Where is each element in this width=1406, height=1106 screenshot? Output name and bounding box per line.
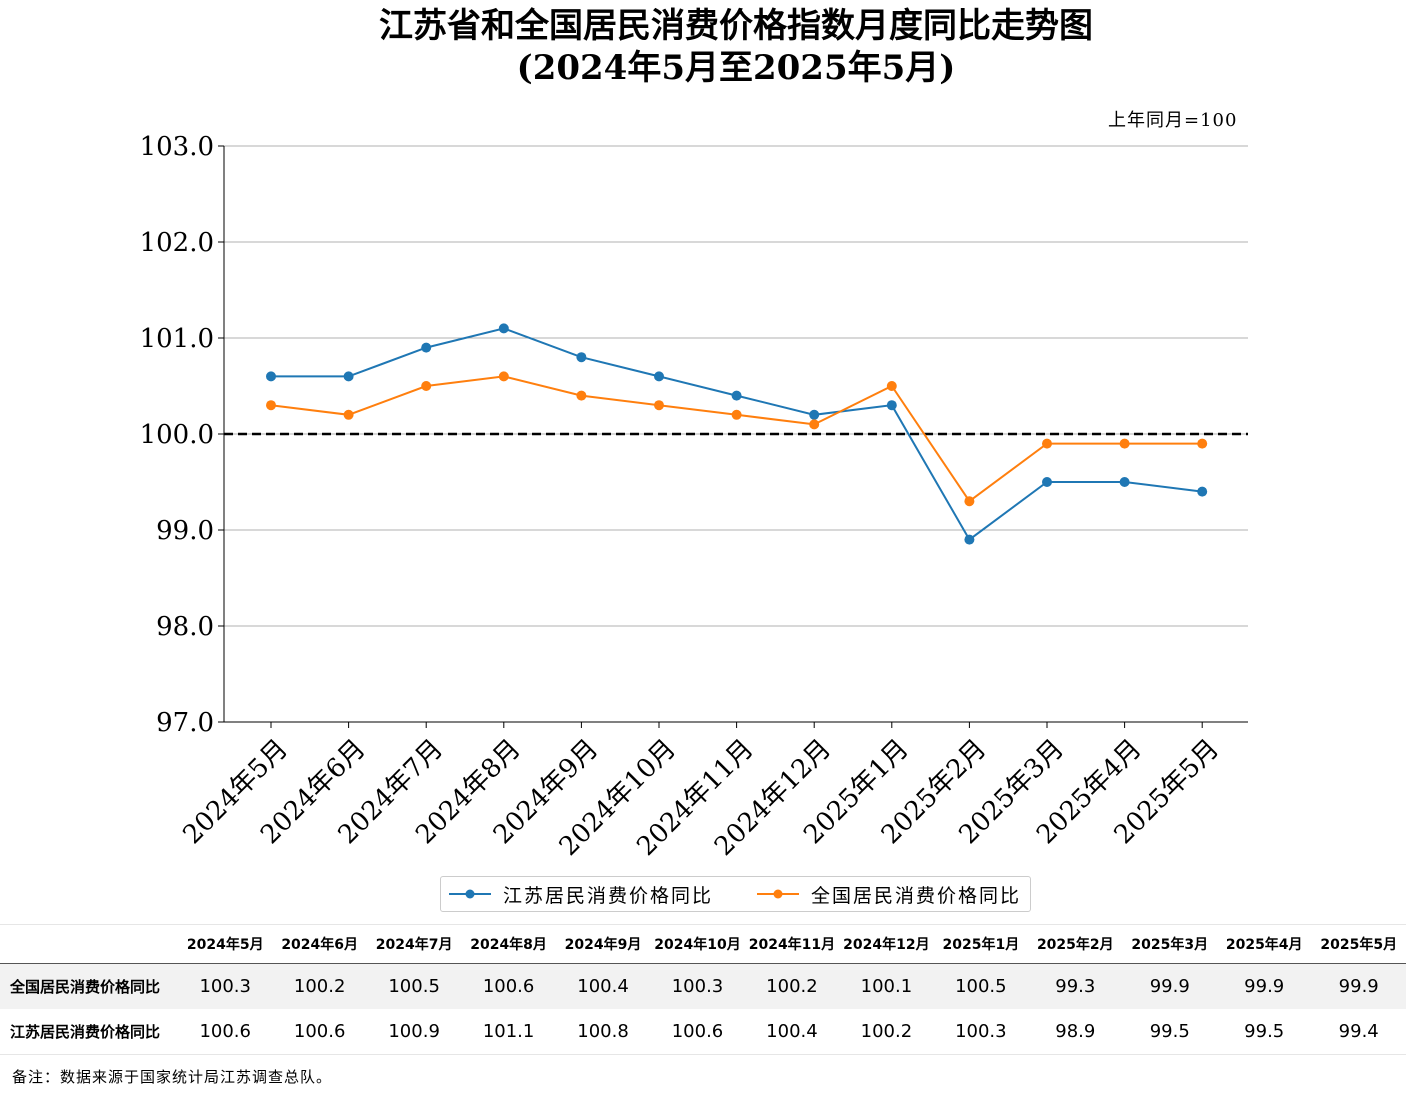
data-point-0	[1042, 477, 1052, 487]
y-tick-label: 103.0	[140, 132, 214, 162]
data-point-0	[498, 323, 509, 334]
table-cell: 100.9	[388, 1021, 440, 1042]
data-point-1	[576, 390, 587, 401]
table-column-header: 2025年4月	[1225, 937, 1303, 953]
table-header-row: 2024年5月 2024年6月 2024年7月 2024年8月 2024年9月 2024年…	[0, 924, 1406, 964]
data-point-1	[809, 419, 820, 430]
data-point-1	[654, 400, 664, 411]
y-tick-label: 100.0	[140, 420, 214, 450]
data-point-1	[1119, 438, 1130, 449]
table-row-label: 江苏居民消费价格同比	[10, 1023, 161, 1041]
table-column-header: 2024年11月	[748, 937, 836, 953]
y-tick-label: 97.0	[156, 708, 214, 738]
y-tick-label: 99.0	[156, 516, 214, 546]
data-point-1	[1197, 438, 1208, 449]
table-cell: 100.8	[577, 1021, 629, 1042]
table-cell: 99.3	[1055, 976, 1096, 997]
chart-legend: 江苏居民消费价格同比 全国居民消费价格同比	[440, 876, 1031, 912]
data-point-1	[964, 496, 975, 507]
data-point-1	[421, 381, 432, 391]
table-column-header: 2025年1月	[942, 937, 1020, 953]
table-cell: 100.2	[860, 1021, 913, 1042]
data-point-0	[809, 409, 820, 420]
table-cell: 100.5	[388, 976, 440, 997]
table-column-header: 2025年3月	[1131, 937, 1209, 953]
data-point-0	[654, 371, 664, 382]
table-cell: 99.4	[1338, 1021, 1379, 1042]
table-cell: 100.6	[199, 1021, 251, 1042]
data-point-0	[576, 352, 587, 363]
data-point-0	[1119, 477, 1130, 487]
table-column-header: 2024年6月	[281, 937, 359, 953]
data-point-0	[343, 371, 354, 382]
legend-marker-jiangsu	[449, 889, 491, 899]
table-column-header: 2025年5月	[1320, 937, 1398, 953]
data-point-1	[266, 400, 276, 411]
table-cell: 100.1	[860, 976, 913, 997]
table-cell: 98.9	[1055, 1021, 1096, 1042]
data-point-1	[1042, 438, 1052, 449]
y-tick-label: 98.0	[156, 612, 214, 642]
table-row-label: 全国居民消费价格同比	[10, 978, 161, 996]
table-cell: 100.5	[955, 976, 1007, 997]
legend-label-national: 全国居民消费价格同比	[811, 884, 1022, 907]
source-note: 备注：数据来源于国家统计局江苏调查总队。	[12, 1068, 333, 1086]
table-cell: 100.6	[671, 1021, 724, 1042]
table-column-header: 2024年8月	[470, 937, 547, 953]
data-point-1	[498, 371, 509, 382]
table-cell: 100.2	[293, 976, 346, 997]
table-column-header: 2024年7月	[375, 937, 453, 953]
table-cell: 99.9	[1244, 976, 1285, 997]
data-point-0	[731, 390, 742, 401]
table-cell: 99.9	[1338, 976, 1379, 997]
table-cell: 99.9	[1149, 976, 1190, 997]
table-row: 全国居民消费价格同比 100.3 100.2 100.5 100.6 100.4 100.3…	[0, 963, 1406, 1009]
table-cell: 99.5	[1149, 1021, 1190, 1042]
data-point-0	[1197, 486, 1208, 497]
table-cell: 100.4	[766, 1021, 818, 1042]
data-point-1	[343, 409, 354, 420]
data-point-1	[886, 381, 897, 391]
data-point-0	[964, 534, 975, 545]
table-column-header: 2025年2月	[1036, 937, 1114, 953]
table-row: 江苏居民消费价格同比 100.6 100.6 100.9 101.1 100.8 100.6…	[0, 1009, 1406, 1055]
legend-item-jiangsu: 江苏居民消费价格同比	[447, 877, 713, 911]
data-table: 2024年5月 2024年6月 2024年7月 2024年8月 2024年9月 2024年…	[0, 924, 1406, 1055]
data-point-0	[266, 371, 276, 382]
unit-note: 上年同月=100	[1108, 110, 1238, 131]
table-cell: 100.6	[482, 976, 535, 997]
table-corner	[0, 925, 178, 964]
legend-label-jiangsu: 江苏居民消费价格同比	[503, 884, 714, 907]
table-cell: 100.2	[766, 976, 818, 997]
table-cell: 99.5	[1244, 1021, 1285, 1042]
table-cell: 100.6	[293, 1021, 346, 1042]
y-tick-label: 102.0	[140, 228, 214, 258]
chart-subtitle: (2024年5月至2025年5月)	[516, 48, 956, 88]
data-point-0	[421, 342, 432, 353]
table-column-header: 2024年5月	[186, 937, 264, 953]
table-column-header: 2024年9月	[564, 937, 642, 953]
table-column-header: 2024年12月	[843, 937, 930, 953]
table-column-header: 2024年10月	[654, 937, 741, 953]
line-chart: 97.098.099.0100.0101.0102.0103.02024年5月2…	[140, 132, 1248, 862]
data-point-1	[731, 409, 742, 420]
table-cell: 100.3	[199, 976, 251, 997]
data-point-0	[886, 400, 897, 411]
legend-marker-national	[757, 889, 799, 899]
table-cell: 101.1	[482, 1021, 535, 1042]
legend-item-national: 全国居民消费价格同比	[755, 877, 1021, 911]
table-cell: 100.4	[577, 976, 629, 997]
table-cell: 100.3	[955, 1021, 1007, 1042]
table-cell: 100.3	[671, 976, 724, 997]
chart-title: 江苏省和全国居民消费价格指数月度同比走势图	[379, 6, 1093, 46]
y-tick-label: 101.0	[140, 324, 214, 354]
